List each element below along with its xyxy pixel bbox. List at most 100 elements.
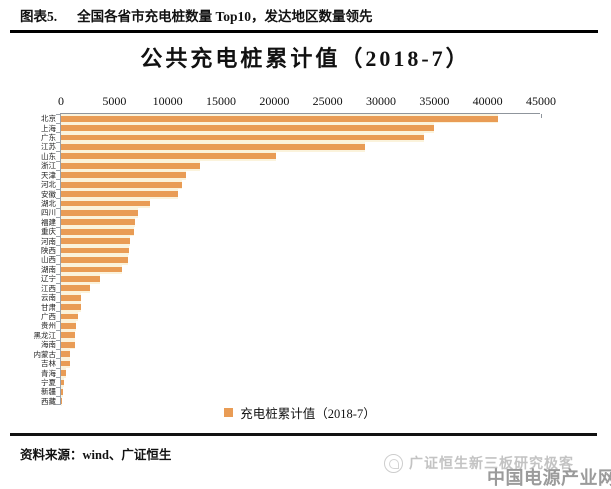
bar-track xyxy=(61,170,186,180)
bar-row: 宁夏 xyxy=(41,377,540,388)
watermark-logo-icon xyxy=(384,453,403,473)
y-axis-label: 广东 xyxy=(41,133,56,143)
bar xyxy=(61,153,277,160)
bar-track xyxy=(61,264,122,275)
bar xyxy=(61,125,435,131)
y-axis-label: 甘肃 xyxy=(41,302,56,312)
bar-track xyxy=(61,198,150,209)
y-axis-label: 广西 xyxy=(41,312,56,321)
bar xyxy=(61,144,365,150)
y-axis-label: 山西 xyxy=(41,255,56,265)
y-axis-label: 天津 xyxy=(41,170,56,180)
source-footer: 资料来源：wind、广证恒生 xyxy=(10,433,597,463)
bar-row: 广东 xyxy=(41,132,540,143)
bar xyxy=(61,266,122,273)
source-label: 资料来源：wind、广证恒生 xyxy=(20,448,172,462)
bar-row: 安徽 xyxy=(41,188,540,199)
bar xyxy=(61,219,135,226)
y-axis-label: 江苏 xyxy=(41,142,56,152)
x-tick-label: 25000 xyxy=(312,94,343,108)
bar-track xyxy=(61,330,76,341)
bar-track xyxy=(61,302,81,312)
bar-row: 陕西 xyxy=(41,245,540,256)
bar-track xyxy=(61,377,64,388)
bar xyxy=(61,313,79,320)
bar xyxy=(61,247,130,254)
x-tick-label: 20000 xyxy=(259,94,290,108)
bar xyxy=(61,323,76,329)
bar-track xyxy=(61,255,129,265)
bar-row: 新疆 xyxy=(41,386,540,397)
x-tick-label: 45000 xyxy=(526,94,556,108)
bar-row: 海南 xyxy=(41,339,540,350)
y-axis-label: 河北 xyxy=(41,180,56,190)
bar xyxy=(61,134,424,141)
bar-track xyxy=(61,340,75,350)
bar xyxy=(61,341,75,348)
y-axis-label: 浙江 xyxy=(41,161,56,171)
watermark-account: 广证恒生新三板研究极客 xyxy=(384,453,574,473)
bar-track xyxy=(61,217,135,228)
y-axis-label: 福建 xyxy=(41,217,56,227)
y-axis-label: 吉林 xyxy=(41,359,56,369)
bar-track xyxy=(61,349,71,359)
bar-track xyxy=(61,227,134,237)
bar-row: 河北 xyxy=(41,179,540,190)
y-axis-label: 陕西 xyxy=(41,246,56,256)
bar xyxy=(61,294,82,301)
bar-track xyxy=(61,321,76,331)
bar-row: 湖北 xyxy=(41,198,540,209)
y-axis-label: 湖北 xyxy=(41,198,56,208)
bar xyxy=(61,370,67,376)
bar-track xyxy=(61,114,499,124)
bar-track xyxy=(61,151,277,162)
y-axis-label: 黑龙江 xyxy=(33,330,57,340)
y-axis-label: 宁夏 xyxy=(41,377,56,387)
bar-row: 山西 xyxy=(41,254,540,265)
y-axis-label: 四川 xyxy=(41,208,56,218)
y-axis-label: 贵州 xyxy=(41,321,56,331)
figure-header: 图表5. 全国各省市充电桩数量 Top10，发达地区数量领先 xyxy=(10,0,598,33)
y-axis-label: 重庆 xyxy=(41,227,56,237)
y-axis-label: 云南 xyxy=(41,293,56,303)
bar-row: 江苏 xyxy=(41,141,540,152)
bar-row: 河南 xyxy=(41,235,540,246)
y-axis-label: 湖南 xyxy=(41,264,56,274)
bar-row: 广西 xyxy=(41,311,540,322)
bar-row: 辽宁 xyxy=(41,273,540,284)
bar-track xyxy=(61,368,67,378)
bar-row: 湖南 xyxy=(41,264,540,275)
bar xyxy=(61,200,150,207)
bar xyxy=(61,257,129,263)
bar-row: 云南 xyxy=(41,292,540,303)
bar xyxy=(61,162,200,169)
bar-row: 吉林 xyxy=(41,358,540,369)
bar-row: 福建 xyxy=(41,217,540,228)
bar xyxy=(61,275,101,282)
bar-row: 青海 xyxy=(41,367,540,378)
figure-title: 全国各省市充电桩数量 Top10，发达地区数量领先 xyxy=(77,9,373,24)
bar-track xyxy=(61,292,82,303)
bar-track xyxy=(61,123,435,133)
y-axis-label: 海南 xyxy=(41,340,56,350)
y-axis-label: 北京 xyxy=(41,114,56,124)
bar xyxy=(61,388,64,395)
bar-row: 内蒙古 xyxy=(34,348,540,359)
bar xyxy=(61,360,70,367)
bar-track xyxy=(61,283,90,293)
bar xyxy=(61,181,182,188)
bar-track xyxy=(61,189,179,199)
bar-track xyxy=(61,236,131,246)
y-axis-label: 辽宁 xyxy=(41,274,56,284)
bar xyxy=(61,304,81,310)
y-axis-label: 上海 xyxy=(41,123,56,133)
bar-track xyxy=(61,132,424,143)
bar xyxy=(61,115,499,122)
bar-row: 西藏 xyxy=(41,396,540,406)
bar-track xyxy=(61,311,79,322)
bar-row: 重庆 xyxy=(41,226,540,237)
bar-track xyxy=(61,274,101,284)
watermark-account-text: 广证恒生新三板研究极客 xyxy=(409,457,574,472)
bar xyxy=(61,191,179,197)
